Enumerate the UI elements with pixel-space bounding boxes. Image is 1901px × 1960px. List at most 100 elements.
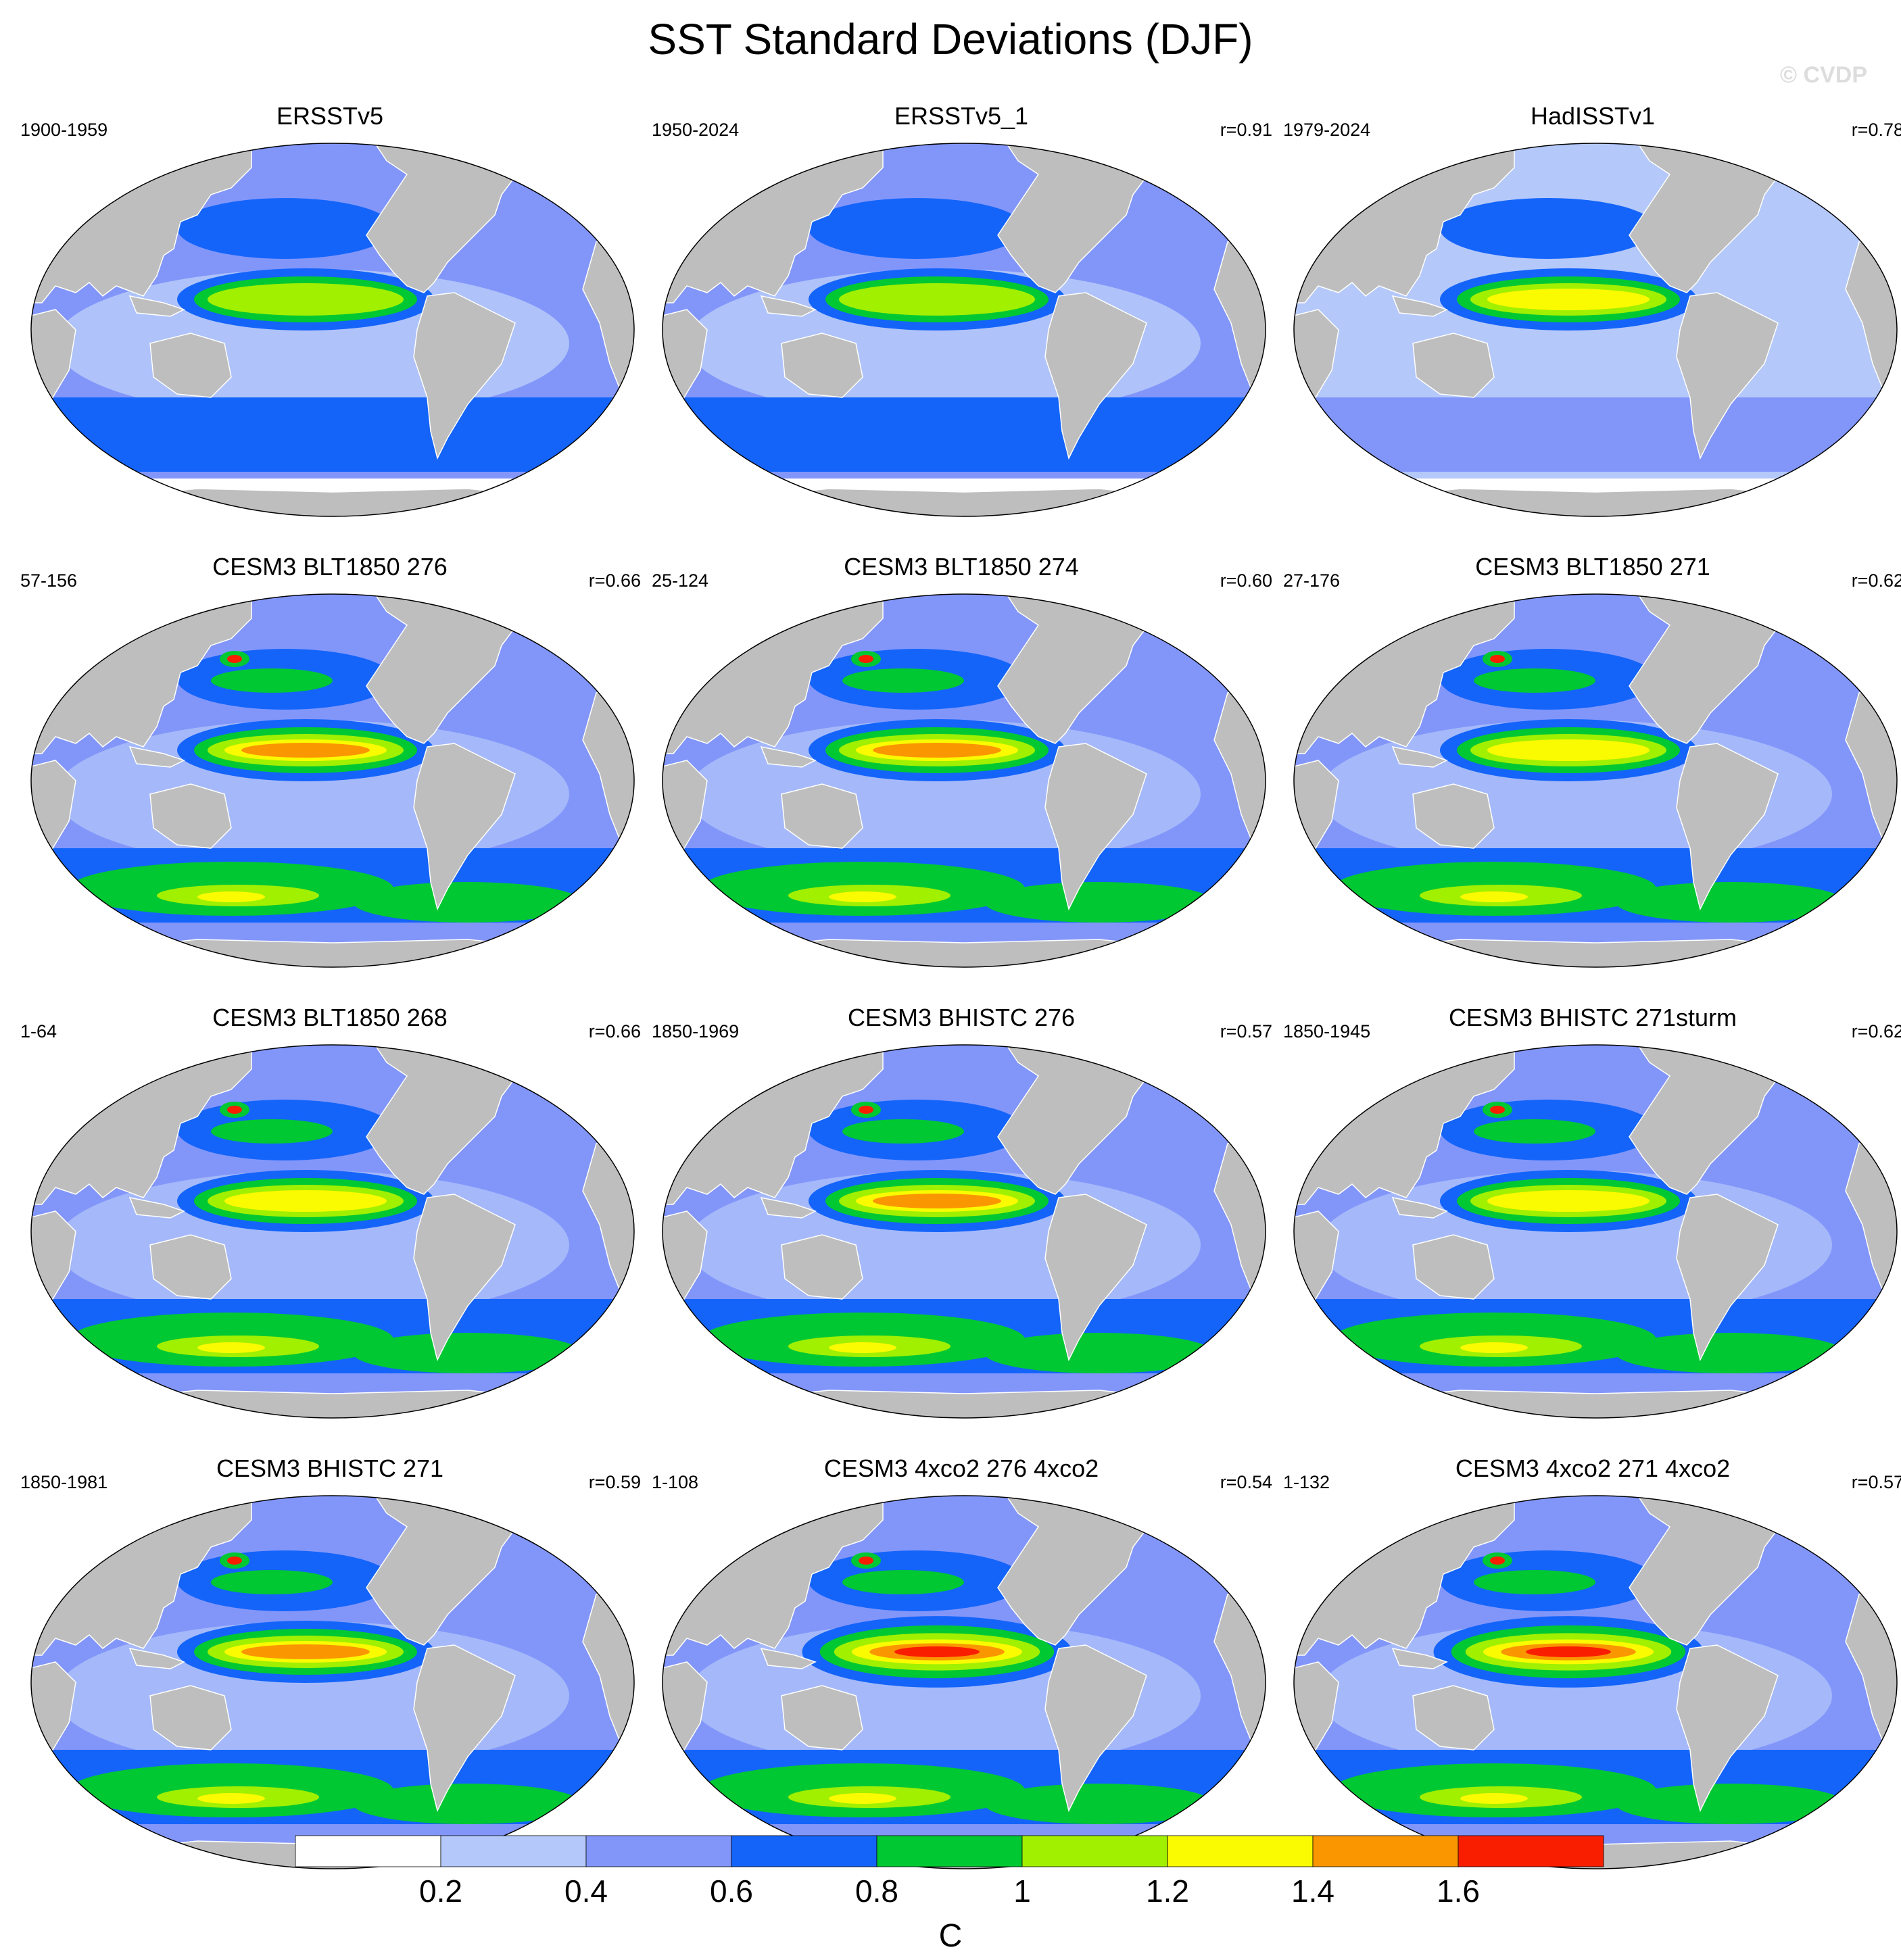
southern-ocean-peak [197,891,265,902]
south-america-land [1676,1644,1779,1813]
kuroshio-peak [859,1557,873,1565]
south-america-land [1044,1644,1147,1813]
greenland-land [528,594,590,639]
greenland-land [528,1496,590,1541]
panel-period: 1-64 [20,1021,57,1042]
enso-contour [224,1190,387,1212]
antarctica-land [31,1390,634,1418]
enso-contour [873,1194,1001,1208]
map-field [31,143,634,516]
north-pacific-core [1474,1119,1595,1144]
south-america-land [1044,743,1147,911]
watermark: © CVDP [1780,62,1867,88]
figure-title: SST Standard Deviations (DJF) [648,15,1253,64]
map-panel: CESM3 4xco2 276 4xco2 1-108 r=0.54 [646,1454,1276,1886]
greenland-land [1159,594,1222,639]
greenland-land [1791,1496,1853,1541]
north-pacific-core [211,1119,333,1144]
indonesia-land [760,1196,817,1219]
southern-ocean-core [984,882,1214,923]
map-border [1293,1495,1898,1869]
south-america-land [1676,292,1779,460]
indonesia-land [128,745,185,768]
north-america-land [366,594,523,744]
kuroshio-peak [859,655,873,663]
australia-land [1412,783,1495,849]
panel-title: ERSSTv5_1 [894,102,1029,130]
panel-period: 1900-1959 [20,120,108,140]
antarctica-land [1294,1840,1897,1869]
southern-ocean-core [1616,1784,1846,1824]
indonesia-land [128,1647,185,1669]
map-panel: CESM3 BLT1850 274 25-124 r=0.60 [646,552,1276,985]
north-pacific-core [211,668,333,693]
panel-period: 25-124 [652,570,709,591]
enso-contour [241,743,370,758]
panel-correlation: r=0.62 [1851,570,1901,591]
greenland-land [528,143,590,189]
enso-contour [1487,1190,1650,1212]
antarctica-land [663,939,1266,967]
panel-title: ERSSTv5 [276,102,384,130]
australia-land [1412,1685,1495,1750]
southern-ocean-core [353,1333,583,1373]
panel-title: CESM3 BHISTC 271 [216,1454,444,1482]
sst-map [30,593,635,968]
antarctica-land [663,488,1266,516]
map-border [662,593,1266,968]
north-america-land [997,594,1154,744]
southern-ocean-peak [1460,891,1528,902]
panel-period: 1850-1945 [1283,1021,1371,1042]
australia-land [149,783,232,849]
north-pacific-core [842,668,964,693]
indonesia-land [760,1647,817,1669]
southern-ocean-peak [197,1793,265,1804]
panel-title: CESM3 4xco2 271 4xco2 [1455,1454,1731,1482]
map-border [1293,593,1898,968]
enso-contour [839,283,1035,316]
southern-ocean-core [1616,882,1846,923]
sst-map [662,1044,1266,1419]
panel-period: 1979-2024 [1283,120,1371,140]
enso-contour [1487,739,1650,761]
south-america-land [413,292,516,460]
map-border [30,1044,635,1419]
antarctica-land [663,1390,1266,1418]
sst-map [662,1495,1266,1869]
indonesia-land [1391,1196,1448,1219]
panel-period: 27-176 [1283,570,1341,591]
indonesia-land [1391,1647,1448,1669]
sst-map [1293,143,1898,517]
antarctica-land [1294,488,1897,516]
map-panel: ERSSTv5_1 1950-2024 r=0.91 [646,101,1276,534]
panel-title: CESM3 BHISTC 271sturm [1448,1004,1737,1031]
enso-contour [1487,289,1650,310]
south-america-land [1676,743,1779,911]
panel-title: CESM3 BLT1850 271 [1475,553,1710,581]
enso-contour [894,1646,980,1658]
map-field [663,1045,1266,1418]
north-pacific-core [842,1119,964,1144]
australia-land [149,333,232,398]
north-pacific-core [211,218,333,242]
antarctica-land [31,939,634,967]
southern-ocean-peak [829,1342,896,1353]
indonesia-land [1391,745,1448,768]
southern-ocean-core [1616,1333,1846,1373]
south-america-land [413,743,516,911]
greenland-land [1159,1045,1222,1090]
map-panel: ERSSTv5 1900-1959 [15,101,645,534]
antarctica-land [1294,1390,1897,1418]
south-america-land [413,1644,516,1813]
southern-ocean-peak [829,1793,896,1804]
north-pacific-core [1474,1570,1595,1594]
north-america-land [366,1045,523,1195]
enso-contour [208,283,404,316]
kuroshio-peak [227,655,242,663]
sst-map [662,593,1266,968]
panel-title: CESM3 BLT1850 268 [212,1004,448,1031]
southern-ocean-core [984,1784,1214,1824]
southern-ocean-core [353,1784,583,1824]
colorbar-unit-label: C [939,1918,963,1954]
southern-ocean-band [1294,397,1897,472]
